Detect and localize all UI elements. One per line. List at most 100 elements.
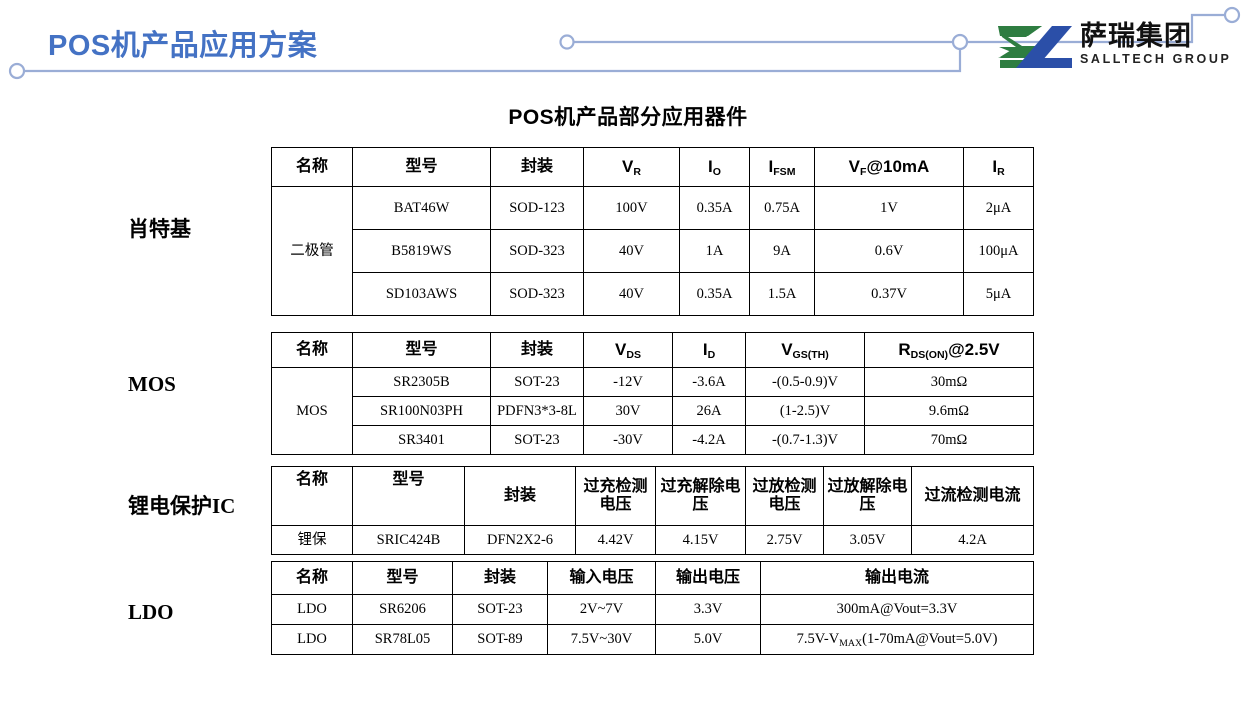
section-label-ldo: LDO <box>128 600 174 624</box>
table-ldo: 名称 型号 封装 输入电压 输出电压 输出电流 LDO SR6206 SOT-23 2… <box>271 561 1034 655</box>
table-cell: 9A <box>749 229 815 273</box>
col-overdischarge-detect-voltage: 过放检测电压 <box>745 466 824 526</box>
col-overcharge-release-voltage: 过充解除电压 <box>655 466 746 526</box>
table-row: LDO SR6206 SOT-23 2V~7V 3.3V 300mA@Vout=3.3V <box>271 594 1034 625</box>
col-vgsth: VGS(TH) <box>745 332 865 368</box>
table-lithium-protection-ic: 名称 型号 封装 过充检测电压 过充解除电压 过放检测电压 过放解除电压 过流检… <box>271 466 1034 555</box>
table-cell: 5.0V <box>655 624 761 655</box>
group-label-cell: 二极管 <box>271 186 353 316</box>
table-header-row: 名称 型号 封装 输入电压 输出电压 输出电流 <box>271 561 1034 595</box>
table-body: MOS SR2305B SOT-23 -12V -3.6A -(0.5-0.9)V 30mΩ… <box>271 367 1034 455</box>
table-cell: 100μA <box>963 229 1034 273</box>
table-cell: SOT-23 <box>452 594 548 625</box>
table-body: LDO SR6206 SOT-23 2V~7V 3.3V 300mA@Vout=3.3V L… <box>271 594 1034 655</box>
table-cell: 30mΩ <box>864 367 1034 397</box>
table-cell: 0.6V <box>814 229 964 273</box>
table-cell: 7.5V~30V <box>547 624 656 655</box>
logo-chinese-name: 萨瑞集团 <box>1080 21 1192 51</box>
table-cell: -3.6A <box>672 367 746 397</box>
table-schottky-diodes: 名称 型号 封装 VR IO IFSM VF@10mA IR 二极管 BAT46W… <box>271 147 1034 316</box>
col-package: 封装 <box>490 147 584 187</box>
col-vf: VF@10mA <box>814 147 964 187</box>
col-input-voltage: 输入电压 <box>547 561 656 595</box>
header-circuit-decoration <box>8 6 1241 80</box>
col-rdson: RDS(ON)@2.5V <box>864 332 1034 368</box>
col-ifsm: IFSM <box>749 147 815 187</box>
table-cell: 3.3V <box>655 594 761 625</box>
section-label-schottky: 肖特基 <box>128 217 191 241</box>
table-cell: 2V~7V <box>547 594 656 625</box>
table-row: 锂保 SRIC424B DFN2X2-6 4.42V 4.15V 2.75V 3.05V 4.… <box>271 525 1034 555</box>
table-cell: 0.35A <box>679 272 750 316</box>
table-cell: 70mΩ <box>864 425 1034 455</box>
table-body: 二极管 BAT46W SOD-123 100V 0.35A 0.75A 1V 2μA B5819… <box>271 186 1034 316</box>
col-overdischarge-release-voltage: 过放解除电压 <box>823 466 912 526</box>
table-cell: SR100N03PH <box>352 396 491 426</box>
logo-english-name: SALLTECH GROUP <box>1080 52 1232 66</box>
table-mos: 名称 型号 封装 VDS ID VGS(TH) RDS(ON)@2.5V MOS… <box>271 332 1034 455</box>
table-body: 锂保 SRIC424B DFN2X2-6 4.42V 4.15V 2.75V 3.05V 4.… <box>271 525 1034 555</box>
col-model: 型号 <box>352 466 465 526</box>
col-id: ID <box>672 332 746 368</box>
table-cell: 100V <box>583 186 680 230</box>
table-row: 二极管 BAT46W SOD-123 100V 0.35A 0.75A 1V 2μA <box>271 186 1034 316</box>
table-cell: 7.5V-VMAX(1-70mA@Vout=5.0V) <box>760 624 1034 655</box>
table-cell: (1-2.5)V <box>745 396 865 426</box>
col-model: 型号 <box>352 147 491 187</box>
col-name: 名称 <box>271 466 353 526</box>
table-cell: 9.6mΩ <box>864 396 1034 426</box>
table-cell: 5μA <box>963 272 1034 316</box>
salltech-logo-mark <box>998 26 1072 68</box>
table-cell: 0.35A <box>679 186 750 230</box>
col-name: 名称 <box>271 147 353 187</box>
col-name: 名称 <box>271 561 353 595</box>
table-cell: -4.2A <box>672 425 746 455</box>
table-cell: 40V <box>583 272 680 316</box>
table-cell: SR3401 <box>352 425 491 455</box>
table-row: SD103AWS SOD-323 40V 0.35A 1.5A 0.37V 5μA <box>272 272 1034 316</box>
table-cell: 0.75A <box>749 186 815 230</box>
logo-text-block: 萨瑞集团 SALLTECH GROUP <box>1080 20 1232 67</box>
col-vr: VR <box>583 147 680 187</box>
col-ir: IR <box>963 147 1034 187</box>
table-header-row: 名称 型号 封装 VDS ID VGS(TH) RDS(ON)@2.5V <box>271 332 1034 368</box>
table-cell: PDFN3*3-8L <box>490 396 584 426</box>
group-label-cell: MOS <box>271 367 353 455</box>
table-cell: 300mA@Vout=3.3V <box>760 594 1034 625</box>
table-cell: 40V <box>583 229 680 273</box>
table-row: SR3401 SOT-23 -30V -4.2A -(0.7-1.3)V 70mΩ <box>272 425 1034 455</box>
col-output-current: 输出电流 <box>760 561 1034 595</box>
table-cell: B5819WS <box>352 229 491 273</box>
table-cell: SR78L05 <box>352 624 453 655</box>
table-cell: SOD-323 <box>490 229 584 273</box>
content-title: POS机产品部分应用器件 <box>508 106 748 129</box>
company-logo: 萨瑞集团 SALLTECH GROUP <box>996 20 1232 80</box>
table-cell: SR6206 <box>352 594 453 625</box>
table-cell: 0.37V <box>814 272 964 316</box>
col-output-voltage: 输出电压 <box>655 561 761 595</box>
table-cell: 30V <box>583 396 673 426</box>
table-cell: BAT46W <box>352 186 491 230</box>
table-cell: SOT-89 <box>452 624 548 655</box>
table-cell: -30V <box>583 425 673 455</box>
table-cell: 26A <box>672 396 746 426</box>
table-cell: SOD-323 <box>490 272 584 316</box>
table-cell: 4.2A <box>911 525 1034 555</box>
table-cell: -(0.7-1.3)V <box>745 425 865 455</box>
table-row: LDO SR78L05 SOT-89 7.5V~30V 5.0V 7.5V-VMAX(1-… <box>271 624 1034 655</box>
col-model: 型号 <box>352 561 453 595</box>
table-cell: 2μA <box>963 186 1034 230</box>
table-cell: 1V <box>814 186 964 230</box>
table-header-row: 名称 型号 封装 VR IO IFSM VF@10mA IR <box>271 147 1034 187</box>
col-io: IO <box>679 147 750 187</box>
table-cell: -12V <box>583 367 673 397</box>
col-package: 封装 <box>452 561 548 595</box>
table-cell: 2.75V <box>745 525 824 555</box>
col-package: 封装 <box>464 466 576 526</box>
table-cell: SOD-123 <box>490 186 584 230</box>
col-overcurrent-detect-current: 过流检测电流 <box>911 466 1034 526</box>
slide-header: POS机产品应用方案 萨瑞集团 SALLTECH GROUP <box>0 0 1256 92</box>
table-header-row: 名称 型号 封装 过充检测电压 过充解除电压 过放检测电压 过放解除电压 过流检… <box>271 466 1034 526</box>
section-label-mos: MOS <box>128 372 176 396</box>
table-row: B5819WS SOD-323 40V 1A 9A 0.6V 100μA <box>272 229 1034 273</box>
